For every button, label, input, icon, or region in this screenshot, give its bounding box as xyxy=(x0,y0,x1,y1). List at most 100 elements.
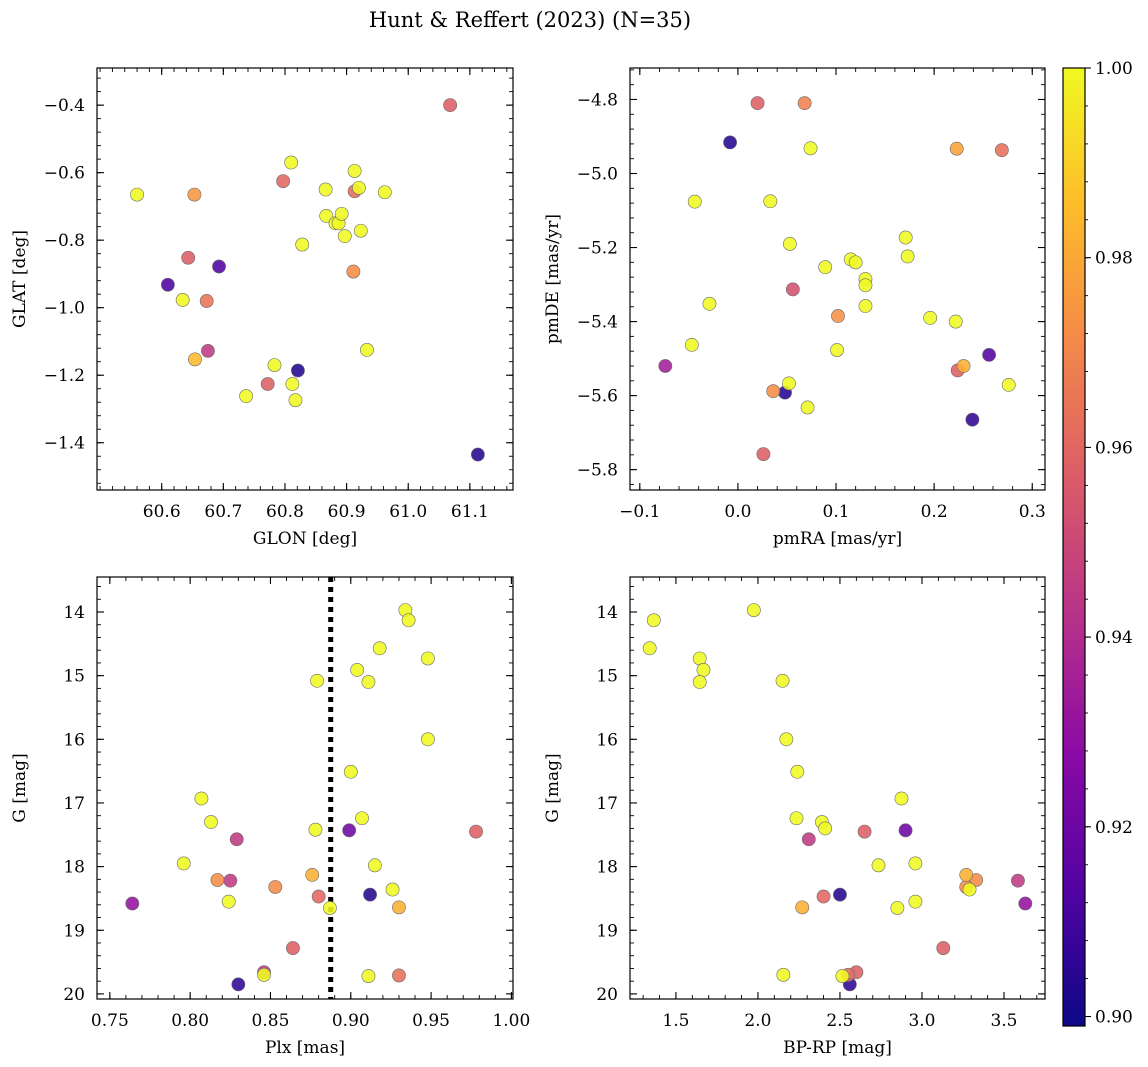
scatter-point xyxy=(334,206,349,221)
x-tick-label: 0.80 xyxy=(171,1011,209,1031)
x-tick-label: 0.75 xyxy=(91,1011,129,1031)
scatter-point xyxy=(800,400,815,415)
scatter-point xyxy=(936,941,951,955)
y-tick-label: −5.8 xyxy=(577,461,618,481)
scatter-point xyxy=(337,229,352,244)
scatter-point xyxy=(231,977,246,992)
y-tick-label: −5.2 xyxy=(577,239,618,259)
scatter-point xyxy=(766,384,781,399)
scatter-point xyxy=(310,673,324,688)
scatter-point xyxy=(857,824,872,839)
y-tick-label: 14 xyxy=(63,603,85,623)
y-tick-label: 19 xyxy=(63,921,85,941)
y-axis-label: GLAT [deg] xyxy=(10,230,30,328)
scatter-point xyxy=(284,155,299,170)
scatter-point xyxy=(965,412,980,427)
x-axis-label: Plx [mas] xyxy=(265,1038,345,1058)
scatter-points xyxy=(658,96,1016,461)
x-tick-label: 60.9 xyxy=(328,502,366,522)
x-tick-label: 61.0 xyxy=(389,502,427,522)
scatter-point xyxy=(188,352,202,367)
scatter-point xyxy=(1011,873,1025,888)
scatter-point xyxy=(779,732,794,747)
colorbar-tick-label: 0.90 xyxy=(1095,1008,1133,1028)
scatter-point xyxy=(687,194,702,209)
axes-frame xyxy=(629,67,1046,491)
x-tick-label: 0.1 xyxy=(823,502,850,522)
scatter-point xyxy=(176,856,191,871)
y-tick-label: 18 xyxy=(596,858,618,878)
scatter-point xyxy=(392,968,406,983)
scatter-point xyxy=(286,941,300,955)
y-tick-label: −5.4 xyxy=(577,313,618,333)
scatter-point xyxy=(908,856,923,871)
y-axis-label: pmDE [mas/yr] xyxy=(543,214,563,344)
scatter-point xyxy=(696,663,711,677)
scatter-point xyxy=(401,613,416,628)
ticks: 60.6 60.7 60.8 60.9 61.0 61.1 −1.4 −1.2 −1.0 −0.8… xyxy=(44,68,513,522)
scatter-point xyxy=(267,358,282,372)
scatter-point xyxy=(994,143,1009,158)
y-tick-label: −0.4 xyxy=(44,96,85,116)
scatter-point xyxy=(347,164,362,178)
scatter-point xyxy=(959,867,974,882)
y-tick-label: −0.8 xyxy=(44,231,85,251)
scatter-point xyxy=(355,811,369,826)
scatter-point xyxy=(308,822,323,837)
scatter-point xyxy=(350,663,365,677)
scatter-point xyxy=(343,764,358,779)
scatter-point xyxy=(257,967,271,982)
x-tick-label: 1.5 xyxy=(662,1011,689,1031)
scatter-point xyxy=(367,858,382,873)
y-tick-label: 14 xyxy=(596,603,618,623)
scatter-point xyxy=(801,832,816,847)
y-tick-label: −4.8 xyxy=(577,90,618,110)
y-tick-label: 16 xyxy=(63,730,85,750)
colorbar-gradient xyxy=(1062,67,1086,1027)
scatter-point xyxy=(420,651,435,666)
x-tick-label: 0.90 xyxy=(332,1011,370,1031)
scatter-point xyxy=(160,277,175,292)
y-tick-label: 20 xyxy=(596,985,618,1005)
scatter-point xyxy=(795,900,810,915)
x-tick-label: 3.5 xyxy=(990,1011,1017,1031)
scatter-point xyxy=(268,880,283,894)
scatter-point xyxy=(982,347,996,362)
scatter-point xyxy=(199,294,214,308)
scatter-point xyxy=(723,135,737,150)
ticks: −0.1 0.0 0.1 0.2 0.3 −5.8 −5.6 −5.4 −5.2 −5.0 −4.8 xyxy=(577,68,1046,522)
y-tick-label: −1.4 xyxy=(44,434,85,454)
y-tick-label: 17 xyxy=(63,794,85,814)
scatter-point xyxy=(746,603,761,617)
scatter-point xyxy=(783,236,797,251)
scatter-point xyxy=(372,641,387,656)
x-tick-label: −0.1 xyxy=(619,502,660,522)
scatter-point xyxy=(894,791,909,806)
scatter-point xyxy=(125,896,140,911)
scatter-point xyxy=(642,641,657,656)
colorbar-tick-label: 0.92 xyxy=(1095,818,1133,838)
scatter-point xyxy=(816,889,831,904)
scatter-point xyxy=(830,343,844,357)
scatter-point xyxy=(658,359,673,373)
y-tick-label: −1.0 xyxy=(44,299,85,319)
scatter-point xyxy=(803,141,818,156)
scatter-point xyxy=(684,337,699,352)
scatter-point xyxy=(392,900,406,915)
x-tick-label: 0.0 xyxy=(724,502,751,522)
scatter-point xyxy=(130,187,144,202)
scatter-points xyxy=(130,98,485,462)
scatter-point xyxy=(776,967,791,982)
scatter-point xyxy=(470,447,485,462)
y-tick-label: 15 xyxy=(63,667,85,687)
scatter-point xyxy=(223,873,238,888)
scatter-point xyxy=(239,389,254,404)
scatter-point xyxy=(858,299,873,313)
scatter-point xyxy=(363,887,377,902)
ticks: 0.75 0.80 0.85 0.90 0.95 1.00 14 15 16 17 18 19 20 xyxy=(63,577,530,1031)
y-tick-label: 17 xyxy=(596,794,618,814)
scatter-point xyxy=(342,823,357,838)
axes-frame xyxy=(96,67,514,491)
scatter-point xyxy=(858,278,873,293)
